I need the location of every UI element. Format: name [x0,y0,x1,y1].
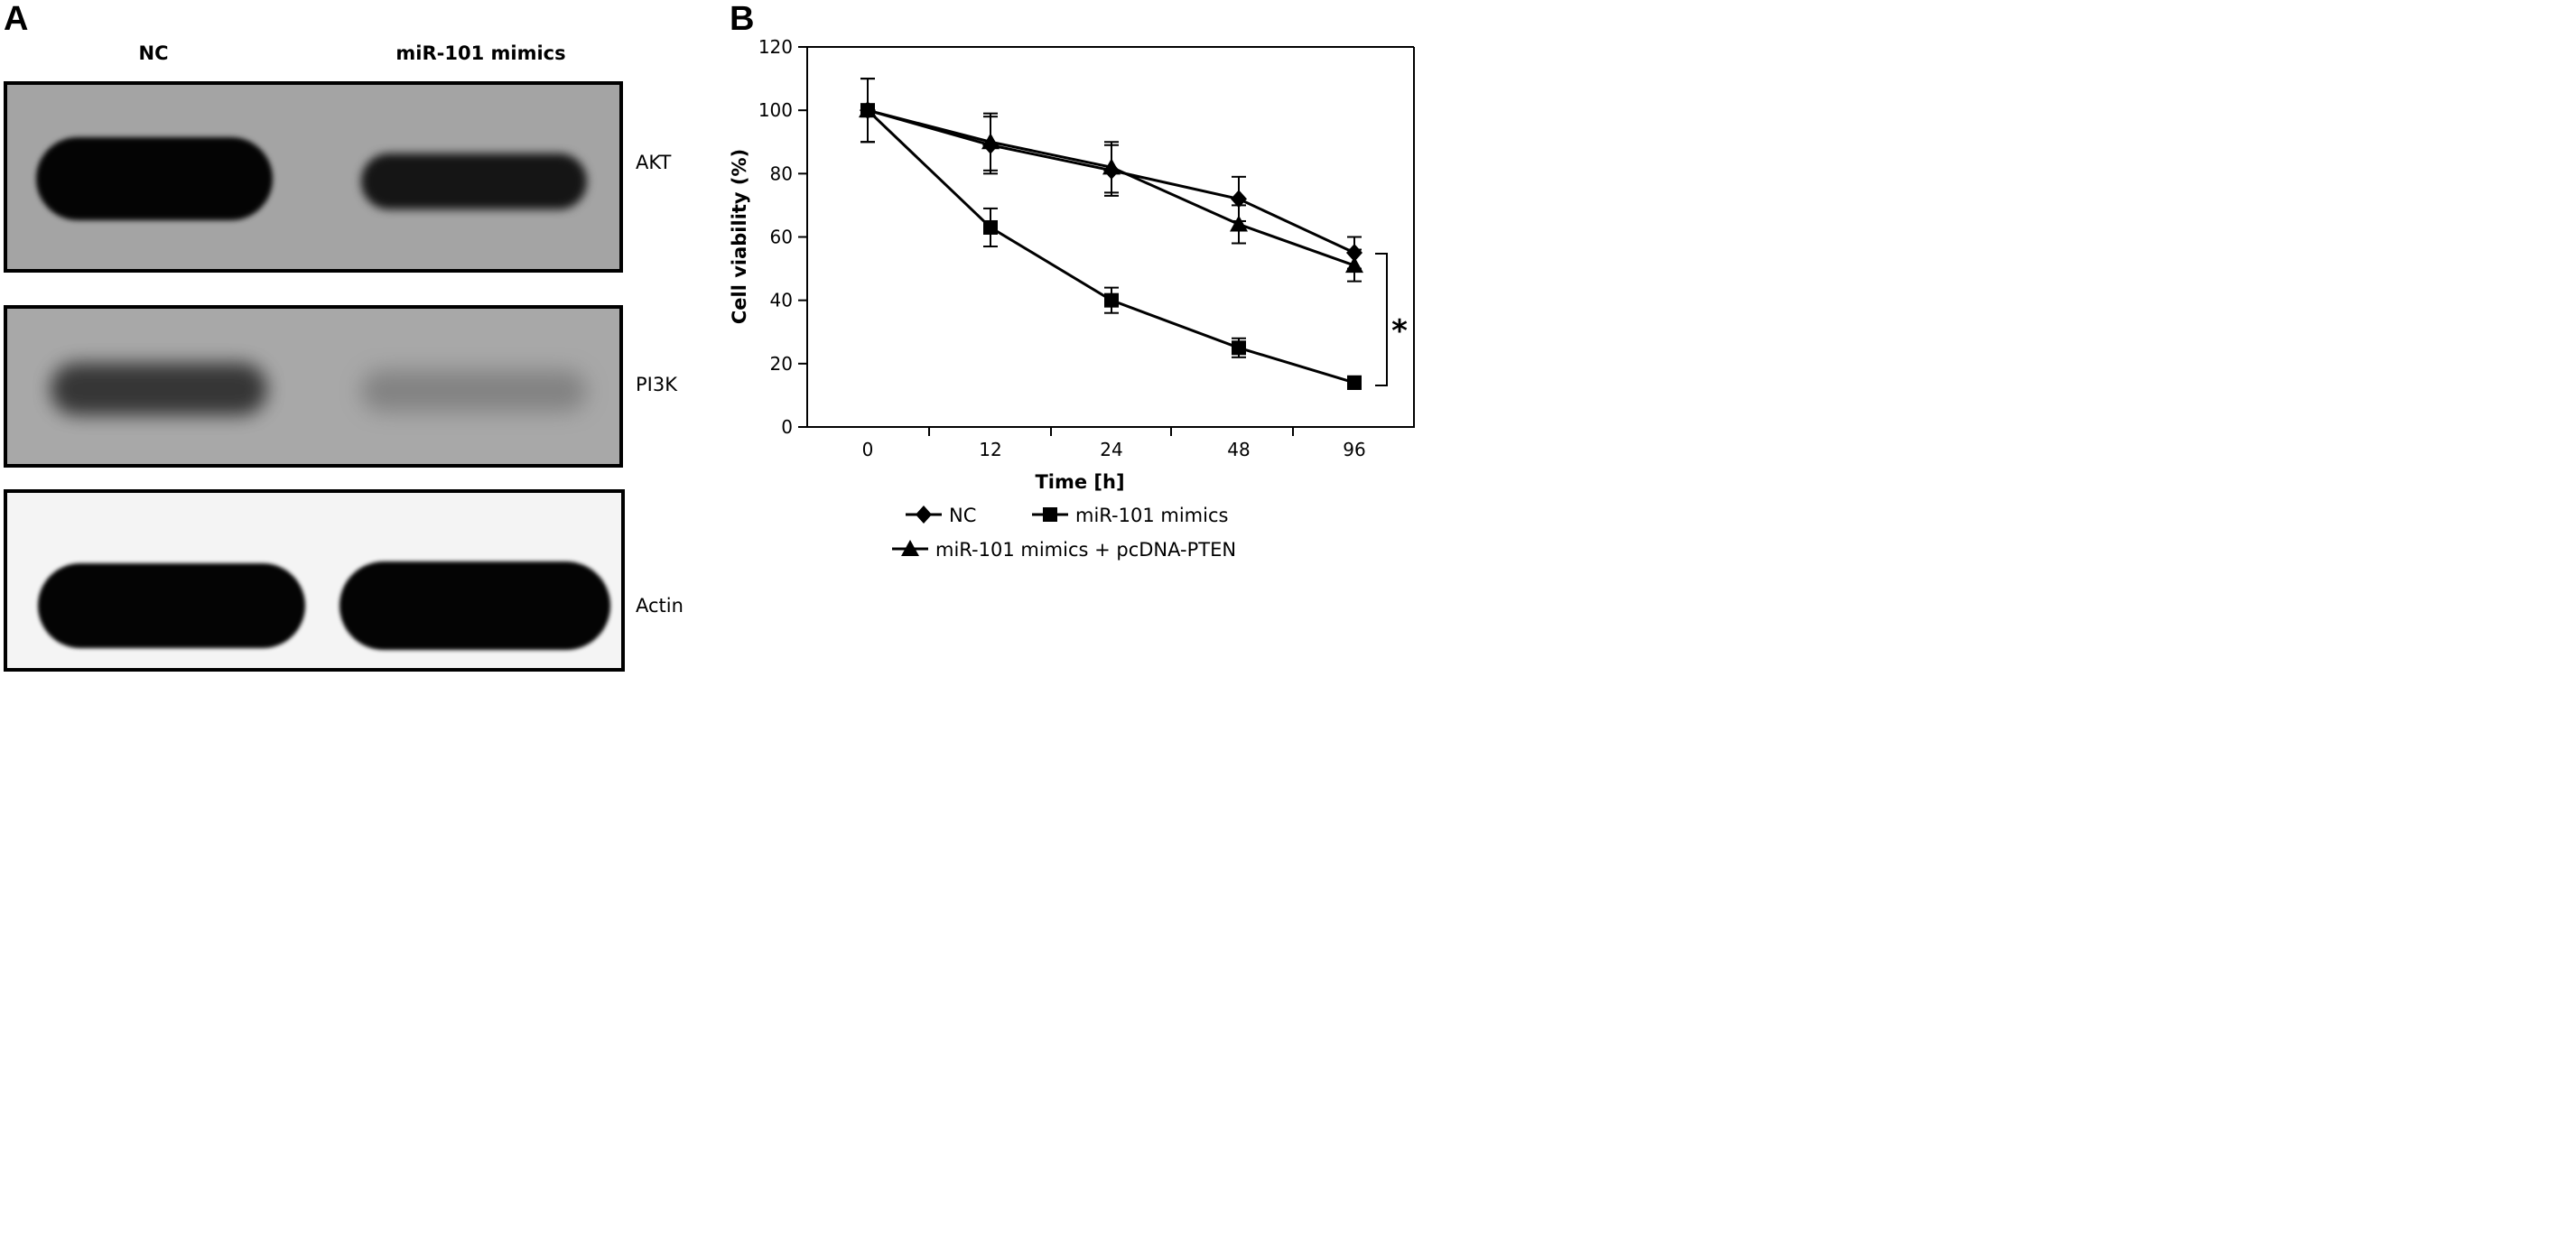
panel-a-letter: A [4,0,29,38]
y-tick-label: 40 [770,290,793,311]
blot-actin [4,489,625,672]
blot-label-actin: Actin [636,595,684,617]
x-tick-label: 0 [862,439,874,460]
data-point [1104,292,1119,308]
data-point [1230,215,1248,232]
y-tick-label: 60 [770,227,793,248]
legend-label: NC [949,505,976,526]
ticks: 0 20 40 60 80 100 120 0 12 24 48 96 [758,36,1366,460]
y-tick-label: 0 [781,416,793,438]
significance-annotation: * [1375,253,1408,386]
data-point [1102,158,1121,175]
x-tick-label: 12 [979,439,1001,460]
line-chart: 0 20 40 60 80 100 120 0 12 24 48 96 * Time [h] Cell… [729,36,1415,561]
y-tick-label: 20 [770,353,793,375]
x-tick-label: 48 [1227,439,1250,460]
lane-label-nc: NC [138,42,169,64]
blot-label-akt: AKT [636,152,672,173]
band-akt-mir101 [361,153,587,209]
legend: NC miR-101 mimics miR-101 mimics + pcDNA-P… [892,505,1236,561]
legend-item: miR-101 mimics + pcDNA-PTEN [892,539,1236,561]
panel-b-letter: B [730,0,755,38]
blot-label-pi3k: PI3K [636,374,677,395]
y-tick-label: 80 [770,162,793,184]
legend-marker [1043,507,1057,522]
band-pi3k-nc [51,363,267,415]
series [859,78,1363,390]
data-point [1345,256,1363,274]
y-tick-label: 120 [758,36,793,58]
band-actin-mir101 [339,561,610,650]
legend-item: miR-101 mimics [1032,505,1228,526]
legend-item: NC [906,505,976,526]
significance-star: * [1391,313,1408,349]
data-point [983,219,998,235]
significance-bracket [1375,253,1388,386]
series-square [860,78,1362,390]
y-tick-label: 100 [758,99,793,121]
x-tick-label: 24 [1100,439,1122,460]
x-tick-label: 96 [1343,439,1365,460]
legend-label: miR-101 mimics [1075,505,1228,526]
x-axis-title: Time [h] [1035,471,1124,493]
legend-marker [901,540,919,556]
data-point [1231,190,1247,209]
figure: A NC miR-101 mimics AKT PI3K Actin B 0 20… [0,0,1416,679]
blot-akt [4,81,623,273]
band-akt-nc [36,137,273,220]
legend-marker [916,506,932,524]
axes [806,46,1415,428]
data-point [859,101,877,118]
legend-label: miR-101 mimics + pcDNA-PTEN [935,539,1236,561]
y-axis-title: Cell viability (%) [729,149,750,324]
band-pi3k-mir101 [361,370,587,412]
blot-pi3k [4,305,623,468]
band-actin-nc [38,563,305,648]
data-point [981,133,1000,150]
data-point [1347,375,1362,390]
series-triangle [859,78,1363,283]
lane-label-mir101: miR-101 mimics [395,42,566,64]
data-point [1232,340,1246,356]
